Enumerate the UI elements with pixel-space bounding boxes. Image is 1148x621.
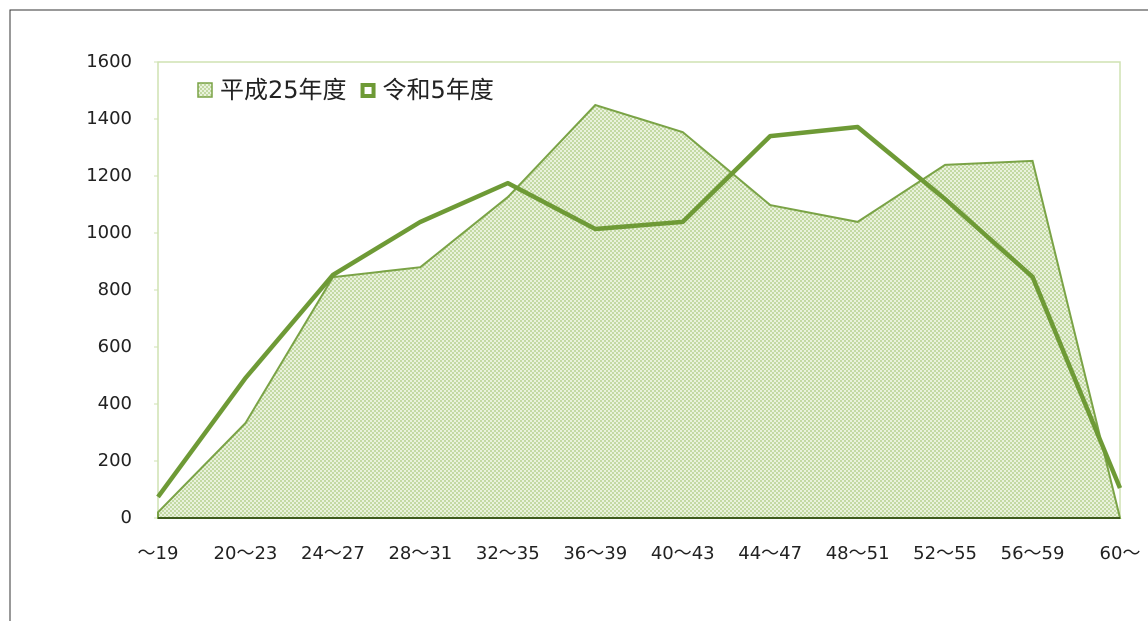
x-tick-label: 28～31	[388, 543, 452, 564]
y-tick-label: 400	[98, 393, 132, 414]
y-tick-label: 0	[121, 507, 132, 528]
x-tick-label: 56～59	[1001, 543, 1065, 564]
frame	[9, 9, 1148, 621]
legend-marker	[197, 82, 213, 98]
legend-label: 令和5年度	[383, 76, 494, 104]
legend: 平成25年度 令和5年度	[197, 76, 494, 104]
x-tick-label: 24～27	[301, 543, 365, 564]
x-tick-label: ～19	[138, 543, 179, 564]
x-tick-label: 20～23	[214, 543, 278, 564]
y-tick-label: 600	[98, 336, 132, 357]
y-tick-label: 1000	[86, 222, 132, 243]
y-tick-label: 800	[98, 279, 132, 300]
x-tick-label: 60～	[1100, 543, 1141, 564]
x-tick-label: 36～39	[563, 543, 627, 564]
x-tick-label: 52～55	[913, 543, 977, 564]
legend-marker	[360, 83, 376, 98]
x-tick-label: 48～51	[826, 543, 890, 564]
y-tick-label: 1600	[86, 51, 132, 72]
y-tick-label: 200	[98, 450, 132, 471]
legend-label: 平成25年度	[220, 76, 347, 104]
x-tick-label: 44～47	[738, 543, 802, 564]
x-tick-label: 40～43	[651, 543, 715, 564]
x-tick-label: 32～35	[476, 543, 540, 564]
y-tick-label: 1200	[86, 165, 132, 186]
y-tick-label: 1400	[86, 108, 132, 129]
line	[156, 124, 1123, 499]
